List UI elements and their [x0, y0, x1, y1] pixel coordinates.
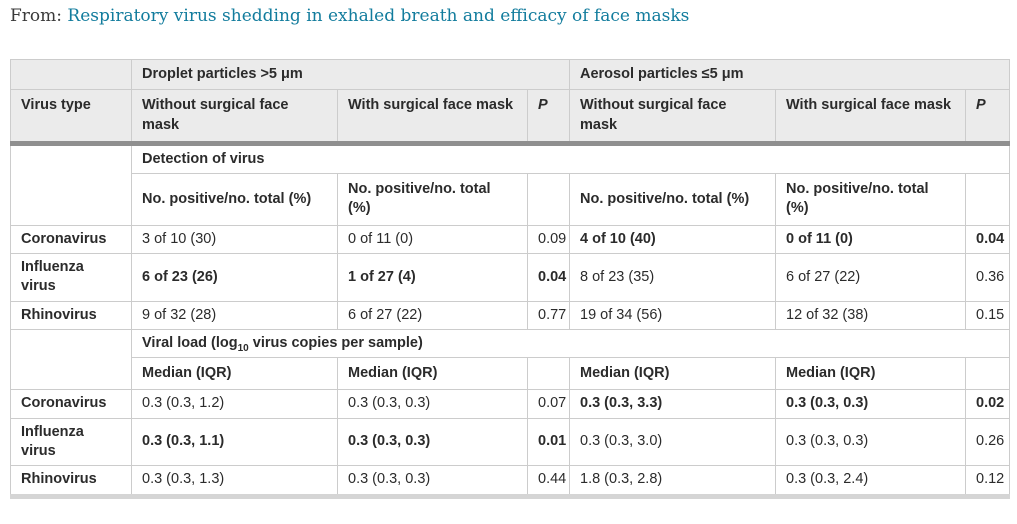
value-cell: 3 of 10 (30)	[131, 224, 338, 254]
column-header-row: Virus type Without surgical face mask Wi…	[10, 89, 1011, 144]
measure-label-cell: Median (IQR)	[131, 357, 338, 391]
virus-name-cell: Influenza virus	[10, 417, 132, 467]
table-row-detection-coronavirus: Coronavirus 3 of 10 (30) 0 of 11 (0) 0.0…	[10, 224, 1011, 254]
value-cell: 0 of 11 (0)	[775, 224, 966, 254]
table-row-viral-load-coronavirus: Coronavirus 0.3 (0.3, 1.2) 0.3 (0.3, 0.3…	[10, 389, 1011, 419]
empty-stub-cell	[10, 328, 132, 391]
section-title-row-detection: Detection of virus	[10, 140, 1011, 226]
measure-label-cell: Median (IQR)	[337, 357, 528, 391]
col-header-with-mask-droplet: With surgical face mask	[337, 89, 528, 144]
value-cell: 1 of 27 (4)	[337, 252, 528, 302]
measure-label-cell: Median (IQR)	[569, 357, 776, 391]
empty-stub-cell	[10, 140, 132, 226]
measure-label-cell: No. positive/no. total (%)	[775, 173, 966, 226]
p-value-cell: 0.12	[964, 465, 1011, 497]
group-header-row: Droplet particles >5 μm Aerosol particle…	[10, 58, 1011, 91]
p-value-cell: 0.09	[527, 224, 570, 254]
virus-name-cell: Rhinovirus	[10, 465, 132, 497]
table-row-viral-load-influenza: Influenza virus 0.3 (0.3, 1.1) 0.3 (0.3,…	[10, 417, 1011, 467]
virus-name-cell: Rhinovirus	[10, 300, 132, 330]
measure-header-row-detection: No. positive/no. total (%) No. positive/…	[11, 173, 1011, 226]
value-cell: 19 of 34 (56)	[569, 300, 776, 330]
measure-label-cell: No. positive/no. total (%)	[569, 173, 776, 226]
virus-name-cell: Coronavirus	[10, 224, 132, 254]
value-cell: 0.3 (0.3, 0.3)	[337, 389, 528, 419]
col-header-virus-type: Virus type	[10, 89, 132, 144]
virus-name-cell: Coronavirus	[10, 389, 132, 419]
value-cell: 0.3 (0.3, 0.3)	[337, 465, 528, 497]
empty-p-cell	[527, 173, 570, 226]
table-row-detection-influenza: Influenza virus 6 of 23 (26) 1 of 27 (4)…	[10, 252, 1011, 302]
group-header-droplet: Droplet particles >5 μm	[131, 58, 570, 91]
p-value-cell: 0.01	[527, 417, 570, 467]
table-row-viral-load-rhinovirus: Rhinovirus 0.3 (0.3, 1.3) 0.3 (0.3, 0.3)…	[10, 465, 1011, 497]
value-cell: 0 of 11 (0)	[337, 224, 528, 254]
value-cell: 4 of 10 (40)	[569, 224, 776, 254]
table-row-detection-rhinovirus: Rhinovirus 9 of 32 (28) 6 of 27 (22) 0.7…	[10, 300, 1011, 330]
section-title-detection: Detection of virus	[130, 140, 1011, 175]
p-value-cell: 0.36	[964, 252, 1011, 302]
empty-p-cell	[964, 357, 1011, 391]
value-cell: 6 of 23 (26)	[131, 252, 338, 302]
value-cell: 12 of 32 (38)	[775, 300, 966, 330]
measure-label-cell: Median (IQR)	[775, 357, 966, 391]
value-cell: 1.8 (0.3, 2.8)	[569, 465, 776, 497]
results-table: Droplet particles >5 μm Aerosol particle…	[10, 58, 1011, 499]
value-cell: 6 of 27 (22)	[775, 252, 966, 302]
p-value-cell: 0.04	[527, 252, 570, 302]
section-title-row-viral-load: Viral load (log10 virus copies per sampl…	[10, 328, 1011, 391]
corner-empty-cell	[10, 58, 132, 91]
value-cell: 0.3 (0.3, 0.3)	[337, 417, 528, 467]
section-title-viral-load: Viral load (log10 virus copies per sampl…	[130, 328, 1011, 359]
col-header-p-aerosol: P	[964, 89, 1011, 144]
p-value-cell: 0.44	[527, 465, 570, 497]
p-value-cell: 0.77	[527, 300, 570, 330]
p-value-cell: 0.26	[964, 417, 1011, 467]
p-value-cell: 0.07	[527, 389, 570, 419]
p-value-cell: 0.04	[964, 224, 1011, 254]
col-header-p-droplet: P	[527, 89, 570, 144]
value-cell: 0.3 (0.3, 3.0)	[569, 417, 776, 467]
value-cell: 6 of 27 (22)	[337, 300, 528, 330]
measure-header-row-viral-load: Median (IQR) Median (IQR) Median (IQR) M…	[11, 357, 1011, 391]
value-cell: 0.3 (0.3, 3.3)	[569, 389, 776, 419]
empty-p-cell	[527, 357, 570, 391]
group-header-aerosol: Aerosol particles ≤5 μm	[568, 58, 1011, 91]
col-header-without-mask-droplet: Without surgical face mask	[131, 89, 338, 144]
virus-name-cell: Influenza virus	[10, 252, 132, 302]
empty-p-cell	[964, 173, 1011, 226]
value-cell: 0.3 (0.3, 2.4)	[775, 465, 966, 497]
col-header-with-mask-aerosol: With surgical face mask	[775, 89, 966, 144]
value-cell: 0.3 (0.3, 1.2)	[131, 389, 338, 419]
p-value-cell: 0.15	[964, 300, 1011, 330]
value-cell: 9 of 32 (28)	[131, 300, 338, 330]
value-cell: 0.3 (0.3, 1.1)	[131, 417, 338, 467]
value-cell: 0.3 (0.3, 0.3)	[775, 389, 966, 419]
article-title-link[interactable]: Respiratory virus shedding in exhaled br…	[67, 6, 690, 26]
from-label: From:	[10, 6, 63, 26]
measure-label-cell: No. positive/no. total (%)	[337, 173, 528, 226]
p-value-cell: 0.02	[964, 389, 1011, 419]
value-cell: 0.3 (0.3, 0.3)	[775, 417, 966, 467]
value-cell: 0.3 (0.3, 1.3)	[131, 465, 338, 497]
measure-label-cell: No. positive/no. total (%)	[131, 173, 338, 226]
value-cell: 8 of 23 (35)	[569, 252, 776, 302]
col-header-without-mask-aerosol: Without surgical face mask	[569, 89, 776, 144]
article-source-line: From: Respiratory virus shedding in exha…	[10, 6, 1017, 26]
